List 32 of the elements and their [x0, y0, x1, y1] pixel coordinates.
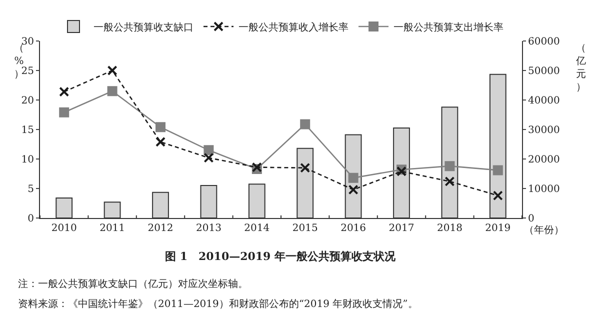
y-tick-label: 15 — [21, 125, 34, 136]
x-tick-label: 2016 — [340, 223, 366, 234]
x-tick-label: 2011 — [100, 223, 126, 234]
x-axis-title: （年份） — [524, 224, 564, 236]
text: 图 1 2010—2019 年一般公共预算收支状况 — [165, 250, 397, 263]
y2-tick-label: 40000 — [528, 96, 560, 106]
x-tick-label: 2018 — [436, 223, 462, 234]
legend-label: 一般公共预算收支缺口 — [94, 21, 194, 34]
y2-tick-label: 0 — [528, 214, 534, 224]
y2-axis-title: （亿元） — [575, 43, 586, 93]
y2-tick-label: 10000 — [528, 184, 560, 195]
y-tick-label: 0 — [28, 214, 34, 224]
x-tick-label: 2012 — [148, 223, 174, 234]
y-tick-label: 5 — [28, 184, 34, 195]
legend-label: 一般公共预算收入增长率 — [238, 21, 348, 34]
text: 资料来源：《中国统计年鉴》（2011—2019）和财政部公布的“2019 年财政收支情况”。 — [18, 298, 418, 310]
x-tick-label: 2015 — [292, 223, 318, 234]
y2-tick-label: 60000 — [528, 36, 560, 48]
y-tick-label: 25 — [21, 66, 34, 77]
x-tick-label: 2019 — [485, 223, 511, 234]
x-tick-label: 2013 — [196, 223, 222, 234]
x-tick-label: 2017 — [388, 223, 414, 234]
y2-tick-label: 50000 — [528, 66, 560, 77]
y2-tick-label: 30000 — [528, 125, 560, 136]
y-tick-label: 10 — [21, 154, 34, 166]
y-tick-label: 20 — [21, 96, 34, 106]
x-tick-label: 2014 — [244, 223, 270, 234]
y-tick-label: 30 — [21, 36, 34, 48]
text: 注：一般公共预算收支缺口（亿元）对应次坐标轴。 — [18, 278, 248, 290]
legend-label: 一般公共预算支出增长率 — [394, 21, 504, 34]
y2-tick-label: 20000 — [528, 154, 560, 166]
x-tick-label: 2010 — [51, 223, 77, 234]
